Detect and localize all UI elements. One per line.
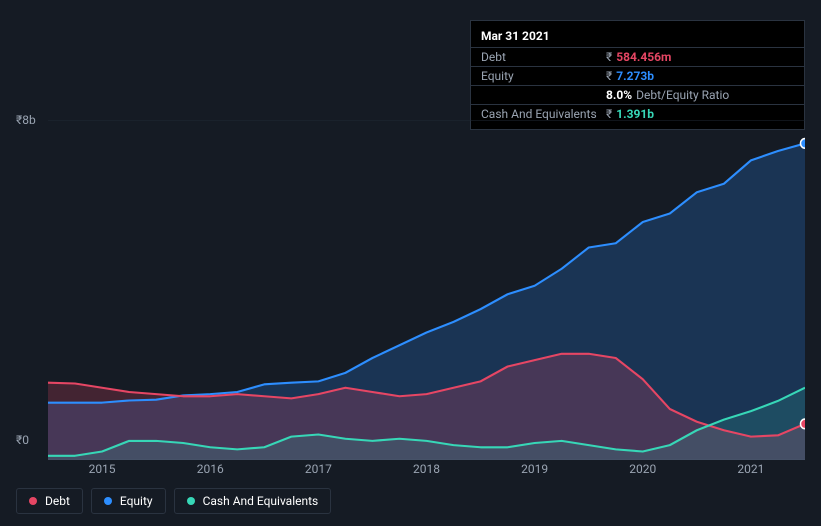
x-axis-label: 2018 [413, 462, 440, 476]
legend-dot-icon [104, 497, 112, 505]
tooltip-label: Equity [481, 69, 606, 83]
legend-label: Equity [120, 494, 153, 508]
tooltip-label [481, 88, 606, 102]
x-axis-label: 2017 [305, 462, 332, 476]
x-axis-label: 2015 [89, 462, 116, 476]
legend-dot-icon [29, 497, 37, 505]
x-axis-label: 2021 [737, 462, 764, 476]
legend-item[interactable]: Debt [16, 488, 83, 514]
tooltip-value: ₹584.456m [606, 50, 671, 64]
legend-item[interactable]: Equity [91, 488, 166, 514]
legend: Debt Equity Cash And Equivalents [16, 488, 331, 514]
legend-label: Cash And Equivalents [203, 494, 319, 508]
x-axis-label: 2020 [629, 462, 656, 476]
tooltip-label: Cash And Equivalents [481, 107, 606, 121]
x-axis-label: 2019 [521, 462, 548, 476]
legend-dot-icon [187, 497, 195, 505]
tooltip-value: 8.0% Debt/Equity Ratio [606, 88, 729, 102]
tooltip-row: Equity₹7.273b [471, 66, 804, 85]
legend-item[interactable]: Cash And Equivalents [174, 488, 332, 514]
chart-tooltip: Mar 31 2021 Debt₹584.456mEquity₹7.273b8.… [470, 20, 805, 130]
x-axis-label: 2016 [197, 462, 224, 476]
tooltip-value: ₹1.391b [606, 107, 654, 121]
tooltip-value: ₹7.273b [606, 69, 654, 83]
tooltip-date: Mar 31 2021 [471, 27, 804, 47]
y-axis-label: ₹8b [16, 113, 48, 127]
legend-label: Debt [45, 494, 70, 508]
tooltip-label: Debt [481, 50, 606, 64]
chart-area: ₹0₹8b 2015201620172018201920202021 [16, 120, 805, 460]
y-axis-label: ₹0 [16, 433, 48, 447]
area-chart[interactable] [16, 120, 805, 460]
tooltip-row: Debt₹584.456m [471, 47, 804, 66]
tooltip-row: 8.0% Debt/Equity Ratio [471, 85, 804, 104]
